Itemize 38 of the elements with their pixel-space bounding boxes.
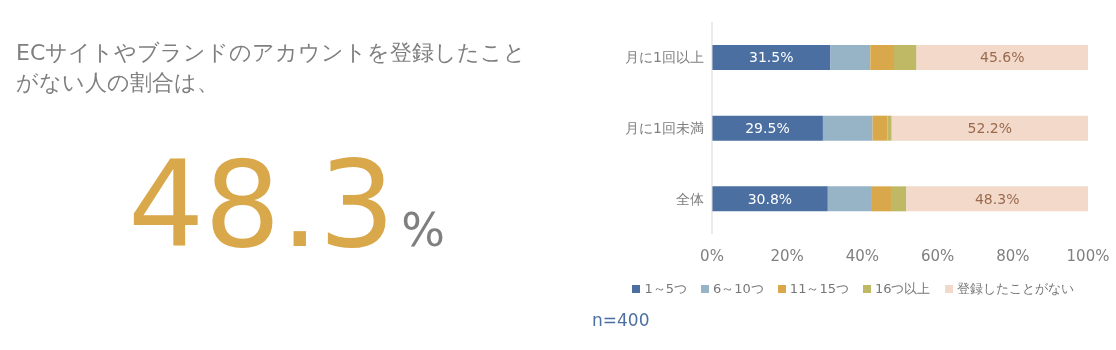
x-tick-label: 0% xyxy=(700,246,724,265)
legend-label: 16つ以上 xyxy=(874,280,931,298)
bar xyxy=(906,186,1088,212)
x-tick-label: 40% xyxy=(845,246,880,265)
bar xyxy=(887,115,892,141)
legend-label: 登録したことがない xyxy=(956,280,1074,298)
x-tick-label: 100% xyxy=(1066,246,1110,265)
bar xyxy=(712,186,828,212)
bar xyxy=(827,186,872,212)
x-tick-label: 20% xyxy=(770,246,804,265)
bar xyxy=(830,45,871,70)
y-tick-label: 全体 xyxy=(676,190,704,207)
bar xyxy=(870,45,894,70)
legend-label: 6～10つ xyxy=(713,280,764,298)
data-label: 30.8% xyxy=(747,190,793,207)
x-tick-label: 80% xyxy=(996,246,1030,265)
y-tick-label: 月に1回以上 xyxy=(625,49,704,66)
bar xyxy=(712,115,823,141)
data-label: 45.6% xyxy=(980,49,1025,66)
bar xyxy=(890,186,907,212)
legend-label: 1～5つ xyxy=(644,280,688,298)
data-label: 48.3% xyxy=(974,190,1020,207)
text: n=400 xyxy=(592,310,650,330)
text: ECサイトやブランドのアカウントを登録したことがない人の割合は、 xyxy=(16,39,528,97)
y-tick-label: 月に1回未満 xyxy=(625,119,704,136)
data-label: 52.2% xyxy=(967,120,1013,137)
legend-label: 11～15つ xyxy=(789,280,849,298)
bar xyxy=(712,45,831,70)
data-label: 29.5% xyxy=(745,120,790,137)
text: 48.3% xyxy=(128,135,445,274)
bar xyxy=(871,186,891,212)
bar xyxy=(916,45,1088,70)
data-label: 31.5% xyxy=(748,49,794,66)
bar xyxy=(822,115,873,141)
x-tick-label: 60% xyxy=(920,246,955,265)
bar xyxy=(891,115,1088,141)
bar xyxy=(893,45,917,70)
bar xyxy=(872,115,888,141)
